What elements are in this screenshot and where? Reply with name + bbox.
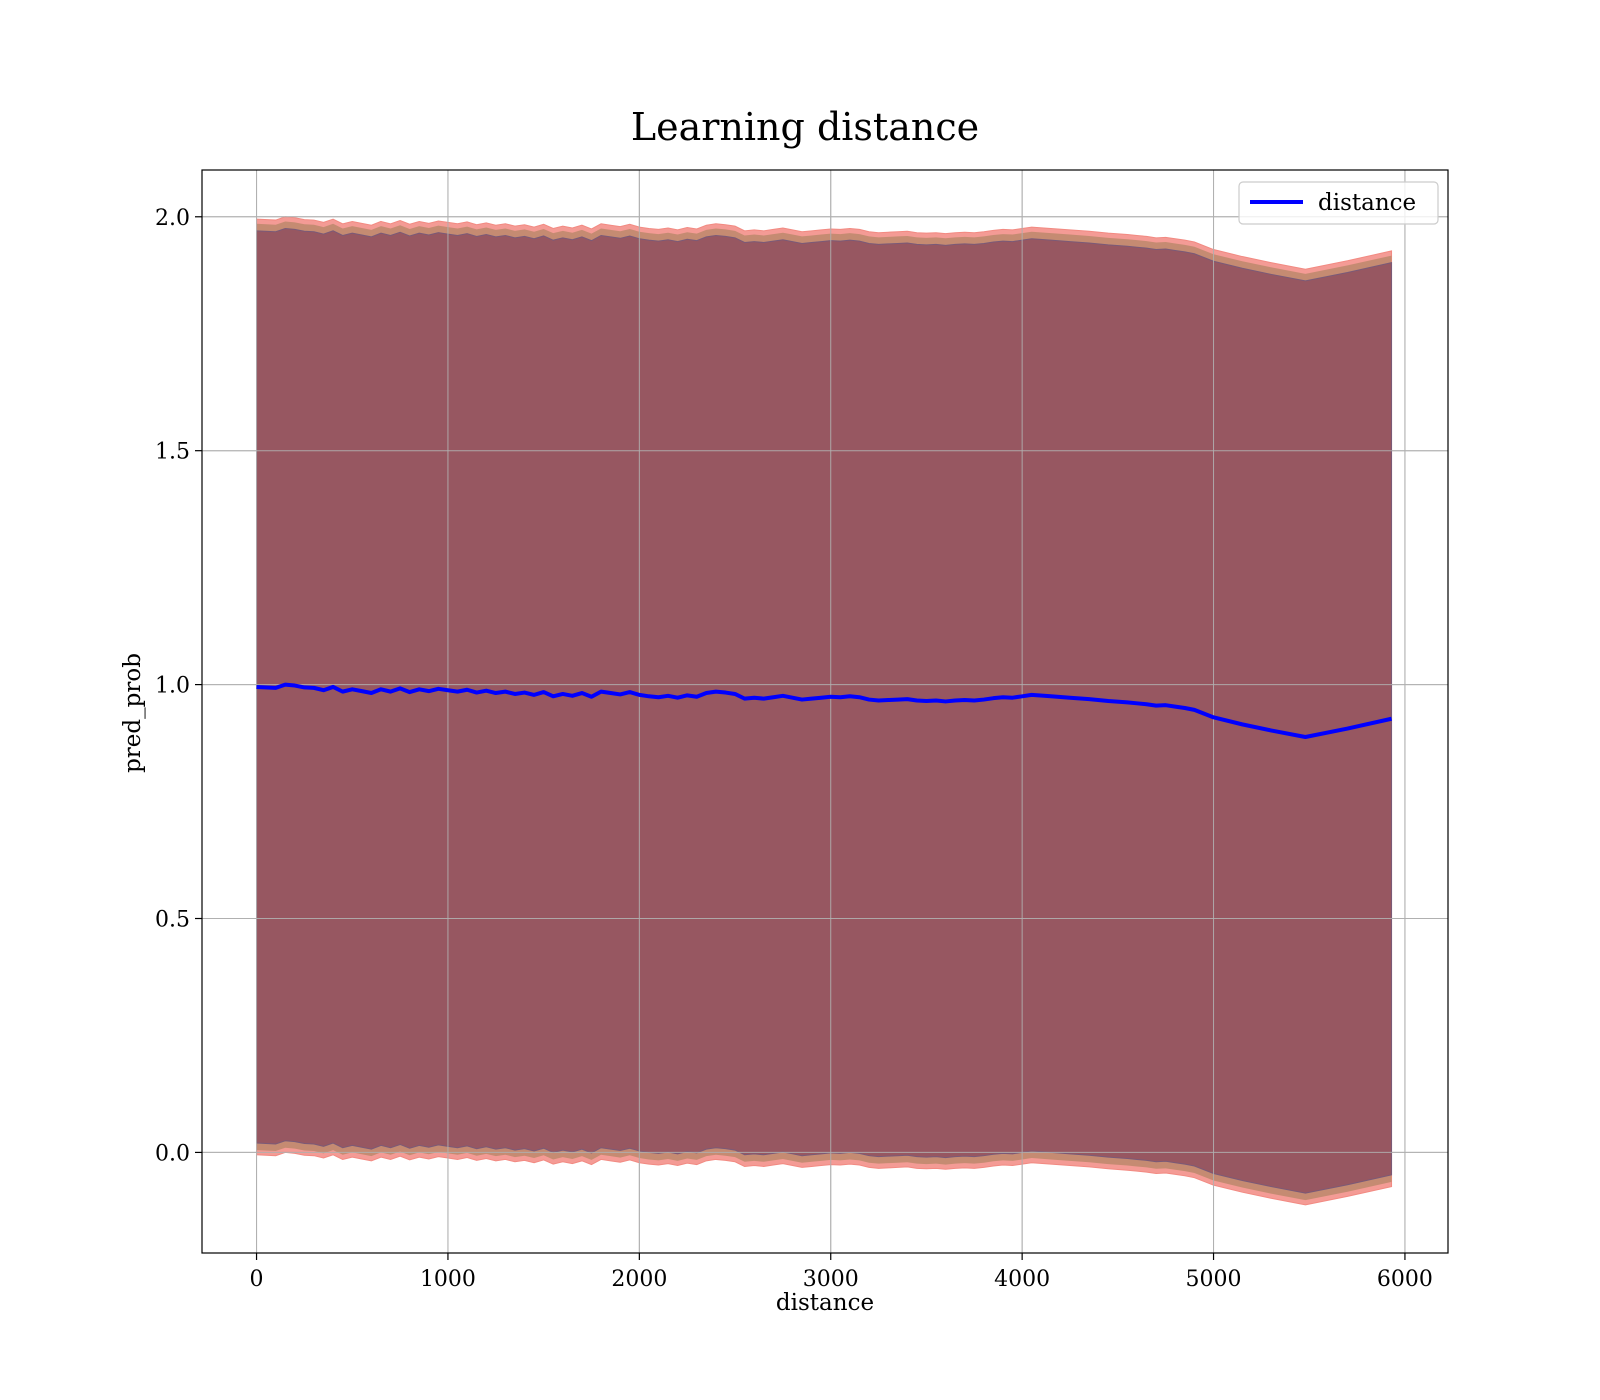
x-axis-label: distance [776, 1290, 874, 1316]
x-tick-label: 2000 [611, 1267, 667, 1292]
x-tick-label: 4000 [994, 1267, 1050, 1292]
y-tick-label: 0.5 [155, 908, 190, 933]
axes-frame [201, 169, 1449, 1254]
legend: distance [1238, 181, 1439, 225]
y-tick-label: 1.0 [155, 674, 190, 699]
legend-frame [1238, 181, 1439, 225]
y-tick-label: 2.0 [155, 206, 190, 231]
legend-label-distance: distance [1318, 190, 1416, 216]
series-line-distance [256, 682, 1392, 739]
x-tick-label: 6000 [1377, 1267, 1433, 1292]
y-tick-label: 0.0 [155, 1141, 190, 1166]
y-tick-label: 1.5 [155, 440, 190, 465]
y-axis-label: pred_prob [120, 653, 146, 773]
x-tick-label: 3000 [803, 1267, 859, 1292]
chart-title: Learning distance [631, 105, 979, 149]
x-tick-label: 5000 [1186, 1267, 1242, 1292]
x-tick-label: 0 [250, 1267, 264, 1292]
x-tick-label: 1000 [420, 1267, 476, 1292]
plot-area: 0 1000 2000 3000 4000 5000 6000 0.0 0.5 1.0 1.5 2.0 [155, 169, 1449, 1292]
uncertainty-band-inner [256, 227, 1393, 1194]
